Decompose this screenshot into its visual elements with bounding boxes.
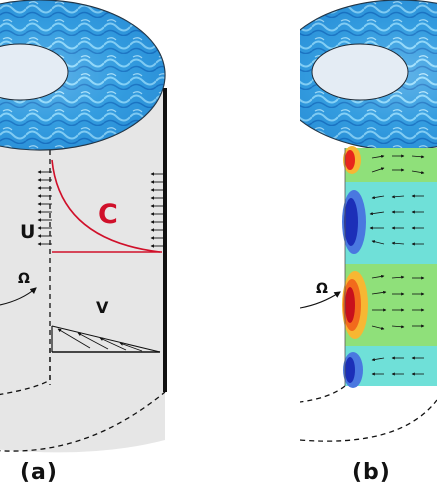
bottom-rim-dashed bbox=[0, 391, 166, 452]
outer-cylinder-wall bbox=[0, 90, 165, 453]
rotation-arrow-a bbox=[0, 287, 37, 306]
u-arrows-left bbox=[37, 170, 52, 246]
panel-b bbox=[300, 0, 437, 442]
label-c: C bbox=[98, 199, 118, 230]
v-arrows bbox=[57, 328, 143, 352]
v-profile-slope bbox=[51, 325, 161, 353]
panel-label-b: (b) bbox=[352, 460, 391, 485]
inner-rim-dashed-b bbox=[300, 385, 346, 403]
rotation-arrow-b bbox=[300, 291, 341, 309]
label-v: V bbox=[96, 298, 109, 317]
cell-red-top bbox=[343, 146, 361, 174]
cell-blue-2 bbox=[343, 352, 363, 388]
inner-hole-b bbox=[311, 43, 409, 101]
cell-red-1 bbox=[342, 271, 368, 339]
concentration-curve bbox=[51, 159, 161, 253]
inner-hole bbox=[0, 43, 69, 101]
panel-a bbox=[0, 0, 167, 453]
label-u: U bbox=[20, 221, 36, 243]
label-omega-b: Ω bbox=[316, 281, 328, 297]
label-omega-a: Ω bbox=[18, 271, 30, 287]
bottom-rim-dashed-b bbox=[300, 399, 437, 442]
cell-blue-1 bbox=[342, 190, 366, 254]
panel-label-a: (a) bbox=[20, 460, 58, 485]
vector-field bbox=[369, 154, 425, 376]
u-arrows-right bbox=[150, 172, 165, 248]
